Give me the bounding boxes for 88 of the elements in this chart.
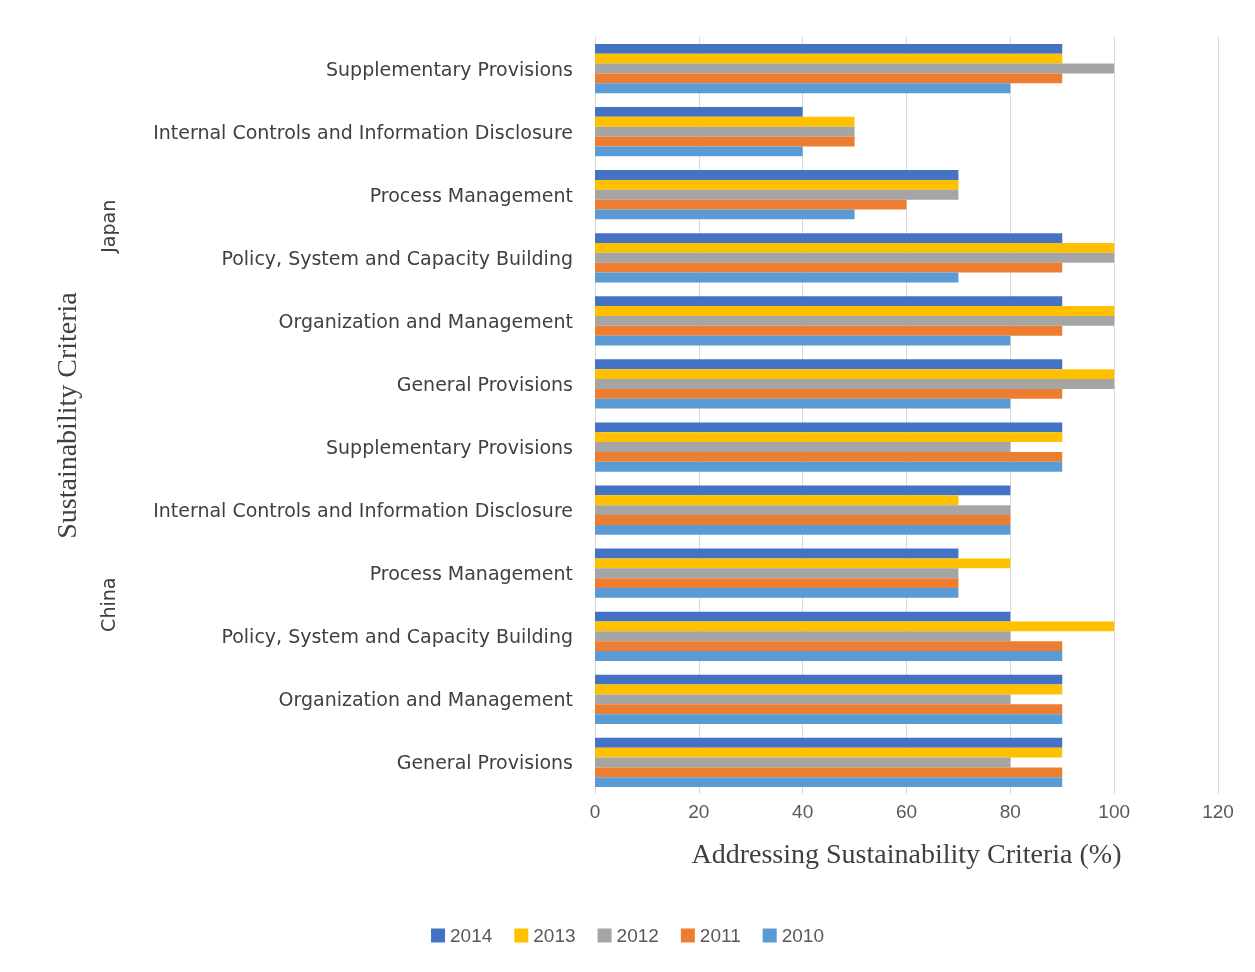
y-tick-label: General Provisions bbox=[396, 372, 573, 395]
y-tick-label: Supplementary Provisions bbox=[325, 57, 573, 80]
legend-label: 2011 bbox=[699, 925, 741, 946]
bar bbox=[595, 767, 1063, 778]
bar bbox=[595, 485, 1011, 496]
x-tick-label: 100 bbox=[1098, 801, 1131, 822]
bar bbox=[595, 189, 959, 200]
legend-label: 2010 bbox=[781, 925, 824, 946]
y-tick-label: Process Management bbox=[369, 562, 573, 585]
bar bbox=[595, 704, 1063, 715]
y-tick-label: Process Management bbox=[369, 183, 573, 206]
bar bbox=[595, 505, 1011, 516]
y-tick-label: Policy, System and Capacity Building bbox=[221, 625, 573, 648]
x-axis-title: Addressing Sustainability Criteria (%) bbox=[691, 837, 1122, 869]
bar bbox=[595, 136, 855, 147]
bar bbox=[595, 631, 1011, 642]
legend-label: 2012 bbox=[616, 925, 659, 946]
bar bbox=[595, 107, 803, 117]
bar bbox=[595, 315, 1115, 326]
bar bbox=[595, 694, 1011, 705]
bar bbox=[595, 379, 1115, 389]
bar bbox=[595, 674, 1063, 685]
bar bbox=[595, 548, 959, 559]
bar bbox=[595, 461, 1063, 472]
bar bbox=[595, 495, 959, 506]
bar bbox=[595, 209, 855, 220]
bar bbox=[595, 73, 1063, 84]
bar bbox=[595, 243, 1115, 253]
text: Japan bbox=[97, 199, 119, 254]
x-tick-label: 120 bbox=[1202, 801, 1234, 822]
bar bbox=[595, 252, 1115, 263]
bar bbox=[595, 398, 1011, 409]
bar bbox=[595, 524, 1011, 535]
bar bbox=[595, 359, 1063, 370]
legend-label: 2014 bbox=[450, 925, 493, 946]
bar bbox=[595, 651, 1063, 661]
y-tick-label: Policy, System and Capacity Building bbox=[221, 246, 573, 269]
bar bbox=[595, 621, 1115, 632]
y-tick-label: Internal Controls and Information Disclosure bbox=[153, 499, 573, 522]
bar bbox=[595, 388, 1063, 399]
bar bbox=[595, 369, 1115, 380]
bar bbox=[595, 442, 1011, 452]
x-tick-label: 0 bbox=[589, 801, 601, 822]
bar bbox=[595, 451, 1063, 462]
bar bbox=[595, 515, 1011, 525]
bar bbox=[595, 146, 803, 157]
bar bbox=[595, 179, 959, 190]
legend-label: 2013 bbox=[533, 925, 576, 946]
x-tick-label: 80 bbox=[999, 801, 1021, 822]
bar bbox=[595, 306, 1115, 316]
bar bbox=[595, 63, 1115, 74]
bar bbox=[595, 757, 1011, 768]
bar bbox=[595, 272, 959, 283]
bar bbox=[595, 116, 855, 127]
bar bbox=[595, 587, 959, 598]
bar bbox=[595, 684, 1063, 695]
bar bbox=[595, 558, 1011, 569]
bar bbox=[595, 199, 907, 210]
bar bbox=[595, 170, 959, 180]
bar bbox=[595, 126, 855, 137]
bar bbox=[595, 641, 1063, 652]
x-tick-label: 40 bbox=[792, 801, 814, 822]
bar bbox=[595, 262, 1063, 273]
bar bbox=[595, 737, 1063, 748]
bar bbox=[595, 747, 1063, 758]
y-tick-label: Organization and Management bbox=[278, 688, 573, 711]
y-tick-label: Organization and Management bbox=[278, 309, 573, 332]
bar bbox=[595, 233, 1063, 244]
y-tick-label: Internal Controls and Information Disclosure bbox=[153, 120, 573, 143]
text: China bbox=[97, 577, 119, 632]
bar bbox=[595, 422, 1063, 433]
bar bbox=[595, 296, 1063, 307]
bar bbox=[595, 568, 959, 579]
x-tick-label: 60 bbox=[895, 801, 918, 822]
bar bbox=[595, 43, 1063, 54]
bar bbox=[595, 432, 1063, 443]
bar bbox=[595, 325, 1063, 336]
bar bbox=[595, 611, 1011, 622]
bar bbox=[595, 335, 1011, 346]
y-axis-title: Sustainability Criteria bbox=[50, 291, 82, 539]
bar bbox=[595, 83, 1011, 94]
bar bbox=[595, 777, 1063, 788]
y-tick-label: Supplementary Provisions bbox=[325, 436, 573, 459]
bar bbox=[595, 578, 959, 588]
bar bbox=[595, 714, 1063, 724]
y-tick-label: General Provisions bbox=[396, 751, 573, 774]
bar bbox=[595, 53, 1063, 64]
x-tick-label: 20 bbox=[688, 801, 710, 822]
